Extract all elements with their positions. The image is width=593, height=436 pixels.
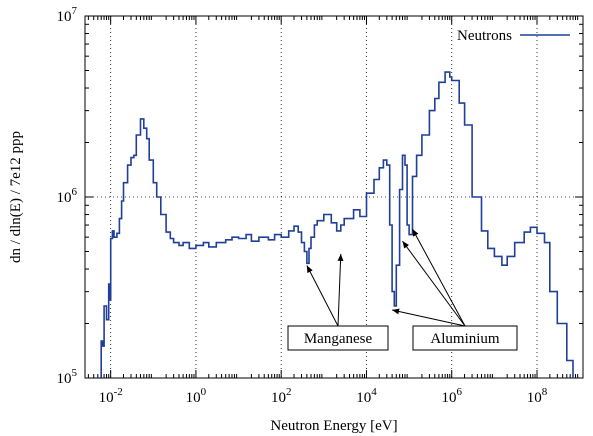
x-tick-labels: 10-2 100 102 104 106 108 [99,386,548,406]
annotation-arrow [402,240,466,327]
x-axis-label: Neutron Energy [eV] [270,418,397,434]
y-axis-label: dn / dln(E) / 7e12 ppp [8,131,24,263]
legend: Neutrons [457,28,570,44]
x-tick-label: 100 [186,386,207,406]
x-tick-label: 106 [441,386,462,406]
annotation-arrow [337,253,344,327]
x-tick-label: 104 [356,386,377,406]
annotation-arrow [306,265,339,327]
y-tick-label: 106 [57,186,78,206]
y-tick-labels: 105 106 107 [57,5,78,387]
y-tick-label: 105 [57,367,78,387]
series-layer [99,71,574,379]
x-tick-label: 108 [527,386,548,406]
axis-ticks [85,15,583,379]
annotation-label: Manganese [304,331,373,347]
x-tick-label: 102 [271,386,292,406]
annotations: Manganese Aluminium [287,228,518,351]
series-line [99,71,574,379]
y-tick-label: 107 [57,5,78,25]
annotation-box [412,325,518,351]
annotation-arrow [412,228,466,327]
annotation-arrow [392,308,466,327]
annotation-label: Aluminium [430,331,500,347]
x-tick-label: 10-2 [99,386,123,406]
legend-label: Neutrons [457,28,512,44]
